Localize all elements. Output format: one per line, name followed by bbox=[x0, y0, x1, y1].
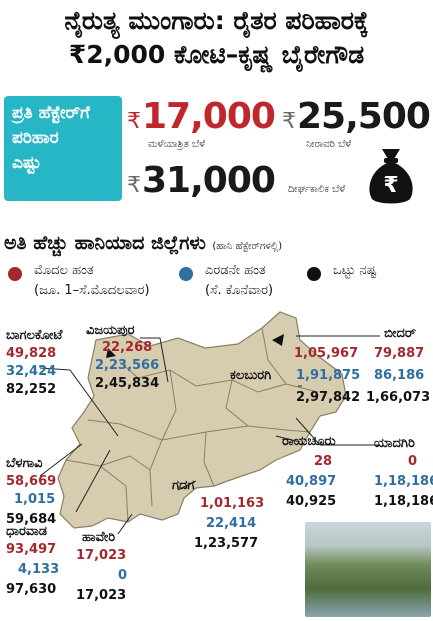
unit-note: (ಹಾನಿ ಹೆಕ್ಟೇರ್‌ಗಳಲ್ಲಿ) bbox=[212, 241, 283, 252]
phase1-legend-period: (ಜೂ. 1–ಸೆ.ಮೊದಲವಾರ) bbox=[34, 283, 150, 298]
district-raichur-phase1: 28 bbox=[314, 454, 333, 469]
irrigated-amount: ₹25,500 bbox=[282, 96, 431, 137]
phase2-legend-swatch bbox=[179, 267, 193, 281]
phase1-legend-swatch bbox=[8, 267, 22, 281]
district-dharwad-total: 97,630 bbox=[6, 582, 57, 597]
district-bidar-total: 1,66,073 bbox=[366, 390, 431, 405]
district-yadgiri-phase2: 1,18,186 bbox=[374, 474, 433, 489]
district-yadgiri-name: ಯಾದಗಿರಿ bbox=[374, 436, 415, 451]
svg-text:₹: ₹ bbox=[383, 173, 398, 198]
phase2-legend-label: ಎರಡನೇ ಹಂತ bbox=[205, 263, 266, 278]
per-hectare-label-3: ಎಷ್ಟು bbox=[12, 153, 42, 173]
district-belagavi-phase2: 1,015 bbox=[14, 492, 56, 507]
district-dharwad-phase1: 93,497 bbox=[6, 542, 57, 557]
money-bag-icon: ₹ bbox=[369, 149, 413, 204]
rainfed-amount: ₹17,000 bbox=[127, 96, 276, 137]
karnataka-district-map bbox=[39, 311, 380, 535]
perennial-amount: ₹31,000 bbox=[127, 160, 276, 201]
phase1-legend-label: ಮೊದಲ ಹಂತ bbox=[34, 263, 94, 278]
per-hectare-label-2: ಪರಿಹಾರ bbox=[12, 128, 59, 148]
district-haveri-phase2: 0 bbox=[118, 568, 128, 583]
phase2-legend-period: (ಸೆ. ಕೊನೆವಾರ) bbox=[205, 283, 274, 298]
district-raichur-name: ರಾಯಚೂರು bbox=[282, 434, 336, 449]
district-vijayapura-total: 2,45,834 bbox=[95, 376, 160, 391]
total-legend-label: ಒಟ್ಟು ನಷ್ಟ bbox=[333, 263, 377, 278]
district-bagalkote-phase2: 32,424 bbox=[6, 364, 57, 379]
district-gadag-name: ಗದಗ bbox=[172, 478, 195, 493]
district-bagalkote-name: ಬಾಗಲಕೋಟೆ bbox=[6, 328, 63, 343]
district-haveri-total: 17,023 bbox=[76, 588, 127, 603]
district-vijayapura-phase2: 2,23,566 bbox=[95, 358, 160, 373]
per-hectare-label-1: ಪ್ರತಿ ಹೆಕ್ಟೇರ್‌ಗೆ bbox=[12, 103, 90, 123]
district-bagalkote-phase1: 49,828 bbox=[6, 346, 57, 361]
flooded-field-photo bbox=[305, 522, 431, 617]
per-hectare-box bbox=[4, 96, 122, 201]
district-yadgiri-total: 1,18,186 bbox=[374, 494, 433, 509]
district-dharwad-name: ಧಾರವಾಡ bbox=[6, 524, 48, 539]
district-vijayapura-name: ವಿಜಯಪುರ bbox=[86, 323, 135, 338]
district-kalaburagi-name: ಕಲಬುರಗಿ bbox=[230, 368, 272, 383]
section-heading: ಅತಿ ಹೆಚ್ಚು ಹಾನಿಯಾದ ಜಿಲ್ಲೆಗಳು (ಹಾನಿ ಹೆಕ್ಟ… bbox=[4, 232, 283, 254]
district-bidar-name: ಬೀದರ್ bbox=[384, 326, 416, 341]
district-bagalkote-total: 82,252 bbox=[6, 382, 57, 397]
district-dharwad-phase2: 4,133 bbox=[18, 562, 60, 577]
district-belagavi-phase1: 58,669 bbox=[6, 474, 57, 489]
district-haveri-phase1: 17,023 bbox=[76, 548, 127, 563]
total-legend-swatch bbox=[307, 267, 321, 281]
district-belagavi-total: 59,684 bbox=[6, 512, 57, 527]
district-yadgiri-phase1: 0 bbox=[408, 454, 418, 469]
district-bidar-phase2: 86,186 bbox=[374, 368, 425, 383]
irrigated-label: ನೀರಾವರಿ ಬೆಳೆ bbox=[306, 139, 352, 150]
district-kalaburagi-phase2: 1,91,875 bbox=[296, 368, 361, 383]
district-kalaburagi-total: 2,97,842 bbox=[296, 390, 361, 405]
rainfed-label: ಮಳೆಯಾಶ್ರಿತ ಬೆಳೆ bbox=[148, 139, 206, 150]
perennial-label: ದೀರ್ಘಕಾಲಿಕ ಬೆಳೆ bbox=[288, 184, 346, 195]
district-bidar-phase1: 79,887 bbox=[374, 346, 425, 361]
district-vijayapura-phase1: 22,268 bbox=[102, 340, 153, 355]
headline-line-2: ₹2,000 ಕೋಟಿ–ಕೃಷ್ಣ ಬೈರೇಗೌಡ bbox=[68, 40, 365, 69]
district-kalaburagi-phase1: 1,05,967 bbox=[294, 346, 359, 361]
district-raichur-total: 40,925 bbox=[286, 494, 337, 509]
district-haveri-name: ಹಾವೇರಿ bbox=[82, 530, 116, 545]
district-gadag-phase1: 1,01,163 bbox=[200, 496, 265, 511]
district-gadag-total: 1,23,577 bbox=[194, 536, 259, 551]
headline-line-1: ನೈರುತ್ಯ ಮುಂಗಾರು: ರೈತರ ಪರಿಹಾರಕ್ಕೆ bbox=[64, 6, 369, 35]
map-region-outline bbox=[57, 311, 347, 529]
district-belagavi-name: ಬೆಳಗಾವಿ bbox=[6, 456, 43, 471]
district-raichur-phase2: 40,897 bbox=[286, 474, 337, 489]
district-gadag-phase2: 22,414 bbox=[206, 516, 257, 531]
